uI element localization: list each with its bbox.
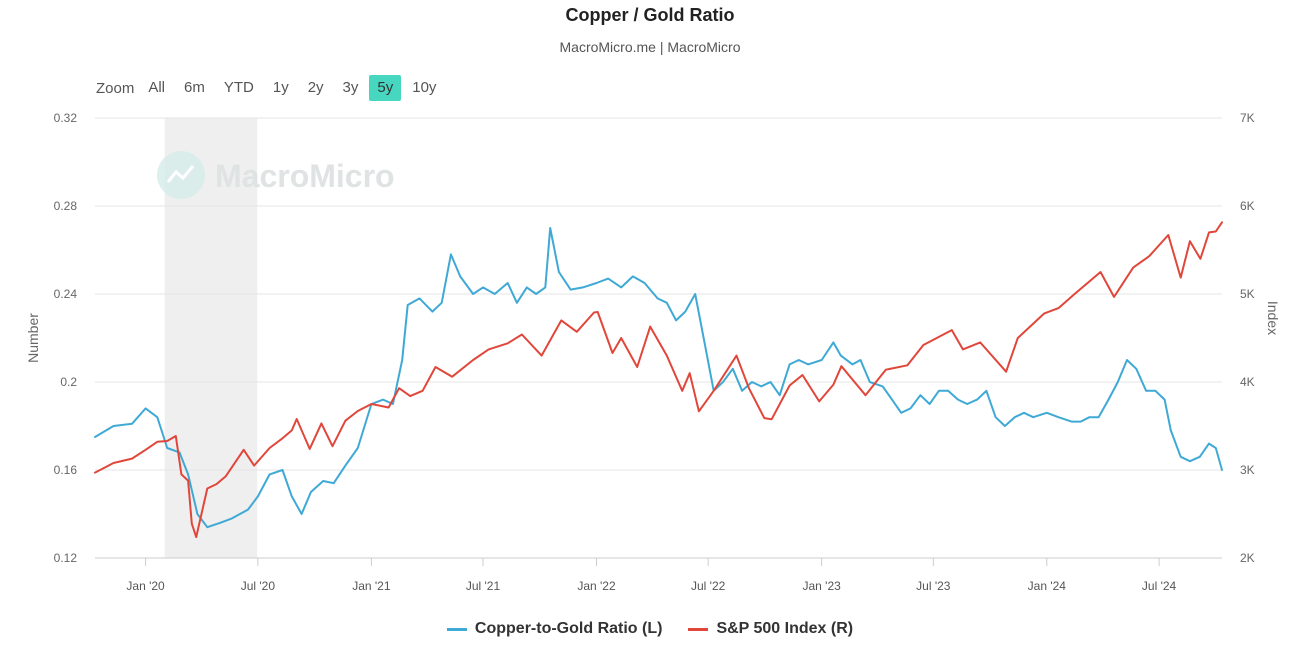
zoom-2y-button[interactable]: 2y	[307, 79, 324, 96]
y-right-tick-label: 7K	[1240, 111, 1255, 125]
x-tick-label: Jul '24	[1142, 579, 1177, 593]
watermark-logo-mark	[166, 165, 195, 183]
zoom-bar: Zoom All 6m YTD 1y 2y 3y 5y 10y	[90, 74, 447, 102]
y-right-axis-title: Index	[1265, 301, 1281, 335]
x-tick-label: Jan '24	[1028, 579, 1067, 593]
zoom-10y-button[interactable]: 10y	[412, 79, 437, 96]
zoom-5y-button[interactable]: 5y	[369, 75, 402, 101]
x-tick-label: Jan '23	[802, 579, 841, 593]
x-tick-label: Jul '23	[916, 579, 951, 593]
y-right-tick-label: 6K	[1240, 199, 1255, 213]
x-tick-label: Jan '21	[352, 579, 391, 593]
x-tick-label: Jan '22	[577, 579, 616, 593]
legend-item-sp500[interactable]: S&P 500 Index (R)	[688, 620, 853, 638]
zoom-label: Zoom	[96, 79, 135, 97]
x-tick-label: Jul '21	[466, 579, 501, 593]
zoom-6m-button[interactable]: 6m	[184, 79, 205, 96]
y-right-tick-label: 2K	[1240, 551, 1255, 565]
series-line-copper-gold	[94, 227, 1223, 529]
y-right-tick-label: 4K	[1240, 375, 1255, 389]
zoom-all-button[interactable]: All	[148, 79, 166, 96]
y-left-tick-label: 0.12	[54, 551, 78, 565]
y-left-tick-label: 0.32	[54, 111, 78, 125]
y-left-axis-title: Number	[25, 313, 41, 363]
chart-title: Copper / Gold Ratio	[565, 5, 735, 25]
y-left-tick-label: 0.24	[54, 287, 78, 301]
zoom-ytd-button[interactable]: YTD	[223, 79, 254, 96]
y-right-tick-label: 3K	[1240, 463, 1255, 477]
x-tick-label: Jul '22	[691, 579, 726, 593]
y-left-tick-label: 0.28	[54, 199, 78, 213]
y-left-tick-label: 0.2	[60, 375, 77, 389]
legend-label-copper-gold: Copper-to-Gold Ratio (L)	[474, 620, 663, 637]
legend-item-copper-gold[interactable]: Copper-to-Gold Ratio (L)	[446, 620, 663, 638]
watermark-text: MacroMicro	[215, 158, 395, 194]
legend: Copper-to-Gold Ratio (L) S&P 500 Index (…	[0, 620, 1300, 638]
legend-swatch-sp500	[688, 627, 709, 631]
y-left-tick-label: 0.16	[54, 463, 78, 477]
series-line-sp500	[94, 221, 1223, 539]
chart-subtitle: MacroMicro.me | MacroMicro	[559, 39, 741, 55]
zoom-3y-button[interactable]: 3y	[342, 79, 359, 96]
zoom-1y-button[interactable]: 1y	[272, 79, 289, 96]
x-tick-label: Jan '20	[126, 579, 165, 593]
x-tick-label: Jul '20	[241, 579, 276, 593]
y-right-tick-label: 5K	[1240, 287, 1255, 301]
legend-swatch-copper-gold	[446, 627, 467, 631]
legend-label-sp500: S&P 500 Index (R)	[716, 620, 854, 637]
